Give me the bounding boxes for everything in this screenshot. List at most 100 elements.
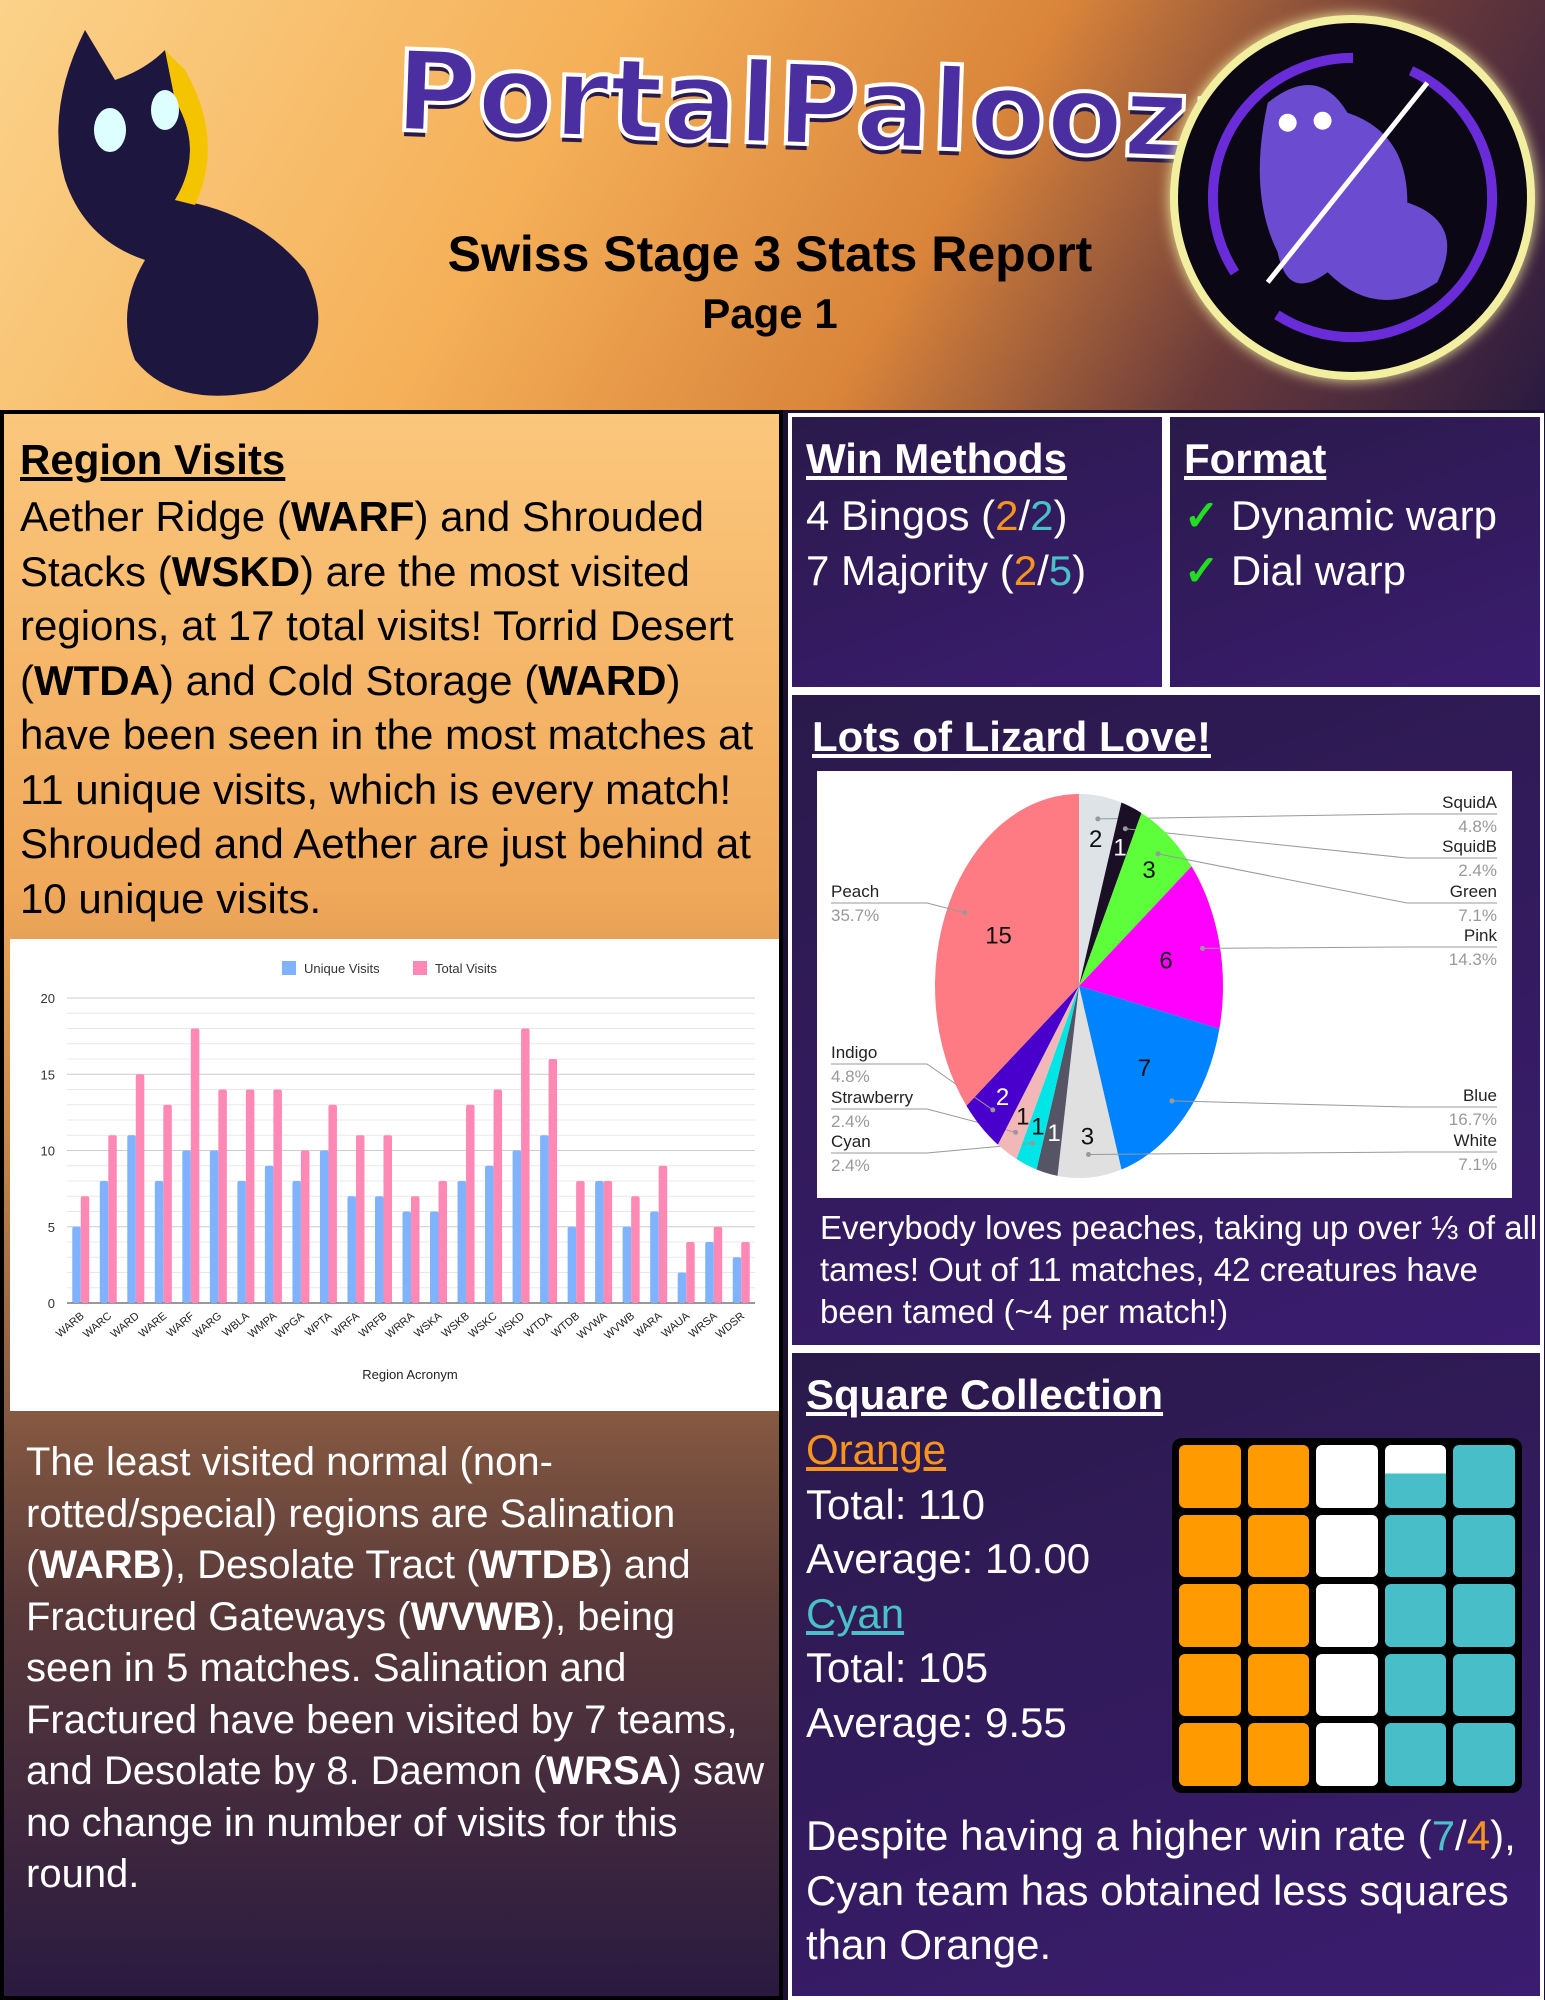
format-item-dynamic-warp: ✓ Dynamic warp (1184, 489, 1534, 544)
team-orange-average: Average: 10.00 (806, 1535, 1091, 1582)
bar-total-WSKD (521, 1028, 530, 1303)
text-segment: 7 Majority ( (806, 546, 1014, 594)
slice-name-label: Green (1450, 882, 1497, 901)
text-segment: ) and Cold Storage ( (159, 656, 539, 704)
region-code: WVWB (410, 1594, 542, 1639)
slice-percent-label: 14.3% (1449, 950, 1497, 969)
bar-total-WSKC (493, 1089, 503, 1303)
legend-label: Unique Visits (304, 961, 380, 976)
pie-slice-white (1057, 986, 1122, 1178)
bar-total-WRFA (355, 1135, 365, 1303)
board-square-cyan (1384, 1653, 1447, 1717)
slice-name-label: White (1454, 1131, 1497, 1150)
slice-percent-label: 4.8% (1458, 817, 1497, 836)
team-orange-total: Total: 110 (806, 1480, 986, 1528)
square-collection-heading: Square Collection (806, 1371, 1164, 1418)
format-heading: Format (1184, 435, 1327, 482)
slice-name-label: SquidB (1442, 837, 1497, 856)
slice-value-label: 2 (996, 1084, 1009, 1111)
bar-unique-WARD (127, 1135, 136, 1303)
bar-unique-WSKB (457, 1181, 467, 1303)
y-tick-label: 20 (41, 991, 55, 1006)
region-code: WARF (290, 493, 415, 540)
x-tick-label: WARB (54, 1310, 87, 1340)
bar-unique-WRRA (402, 1211, 411, 1303)
board-square-cyan (1384, 1584, 1447, 1647)
bar-total-WARD (135, 1074, 145, 1303)
x-tick-label: WDSR (714, 1310, 748, 1341)
x-tick-label: WARF (165, 1310, 197, 1340)
pie-slice-unnamed (1036, 986, 1079, 1176)
x-axis-title: Region Acronym (362, 1367, 457, 1382)
x-tick-label: WAUA (659, 1310, 692, 1341)
bar-unique-WBLA (237, 1181, 246, 1303)
board-square-cyan (1453, 1584, 1515, 1647)
leader-line (831, 1142, 1033, 1154)
text-segment: / (1018, 492, 1031, 539)
leader-dot (1030, 1140, 1036, 1146)
tames-pie-chart: 2 SquidA 4.8% 1 SquidB 2.4% 3 Green 7.1% 6 Pink 14.… (817, 771, 1512, 1198)
text-segment: ), Desolate Tract ( (161, 1543, 480, 1587)
x-tick-label: WARG (191, 1310, 225, 1341)
team-cyan-total: Total: 105 (806, 1644, 989, 1691)
region-code: WSKD (171, 547, 301, 595)
board-square-cyan (1384, 1514, 1447, 1578)
x-tick-label: WVWB (602, 1310, 637, 1342)
region-visits-text: Aether Ridge (WARF) and Shrouded Stacks … (20, 490, 780, 926)
x-tick-label: WSKD (494, 1310, 527, 1340)
bingo-board (1172, 1438, 1522, 1793)
slice-name-label: Pink (1464, 926, 1498, 945)
bar-total-WPGA (300, 1150, 310, 1303)
team-cyan-label: Cyan (806, 1589, 905, 1637)
pie-slice-squidb (1079, 802, 1142, 986)
leader-line (1097, 813, 1497, 820)
slice-percent-label: 7.1% (1458, 1155, 1497, 1174)
leader-dot (1095, 816, 1101, 822)
x-tick-label: WRFA (330, 1310, 363, 1340)
slice-name-label: SquidA (1442, 793, 1497, 812)
pie-slice-green (1079, 813, 1192, 986)
y-tick-label: 0 (48, 1296, 55, 1311)
bar-total-WMPA (273, 1089, 282, 1303)
board-square-white (1316, 1584, 1378, 1647)
board-square-orange (1179, 1653, 1241, 1717)
pie-slice-pink (1079, 866, 1223, 1029)
bar-unique-WPGA (292, 1181, 301, 1303)
slice-name-label: Blue (1463, 1086, 1497, 1105)
slice-percent-label: 2.4% (1458, 861, 1497, 880)
slice-name-label: Peach (831, 882, 879, 901)
slice-name-label: Indigo (831, 1043, 877, 1062)
bar-unique-WSKA (430, 1211, 439, 1303)
bar-unique-WTDB (567, 1226, 577, 1303)
bar-total-WPTA (328, 1104, 337, 1303)
win-method-bingos: 4 Bingos (2/2) (806, 489, 1086, 544)
board-square-orange (1179, 1723, 1241, 1786)
leader-dot (1122, 826, 1128, 832)
bar-total-WARB (80, 1196, 90, 1303)
lizard-icon (1207, 52, 1498, 343)
bar-total-WARF (190, 1028, 200, 1303)
x-tick-label: WSKB (439, 1310, 472, 1340)
team-cyan-average: Average: 9.55 (806, 1698, 1067, 1746)
cyan-number: 7 (1431, 1812, 1456, 1859)
leader-line (831, 902, 965, 914)
slice-percent-label: 7.1% (1458, 906, 1497, 925)
text-segment: ) have been seen in the most matches at … (20, 656, 754, 922)
format-panel: Format ✓ Dynamic warp ✓ Dial warp (1166, 413, 1544, 691)
x-tick-label: WARE (137, 1310, 170, 1340)
bar-unique-WTDA (540, 1135, 549, 1303)
board-square-orange (1247, 1445, 1310, 1508)
board-square-orange (1247, 1584, 1310, 1647)
least-visited-text: The least visited normal (non-rotted/spe… (26, 1437, 766, 1901)
text-segment: ) (1072, 546, 1087, 594)
region-code: WTDA (34, 656, 160, 704)
bar-unique-WDSR (732, 1257, 742, 1303)
bar-unique-WARA (650, 1211, 659, 1303)
format-item-label: Dial warp (1230, 546, 1406, 594)
x-tick-label: WRFB (357, 1310, 390, 1340)
text-segment: ), Cyan team has obtained less squares t… (806, 1812, 1516, 1968)
leader-dot (1085, 1151, 1091, 1157)
x-tick-label: WMPA (246, 1310, 280, 1341)
x-tick-label: WSKC (466, 1310, 499, 1340)
legend-swatch (413, 961, 427, 975)
